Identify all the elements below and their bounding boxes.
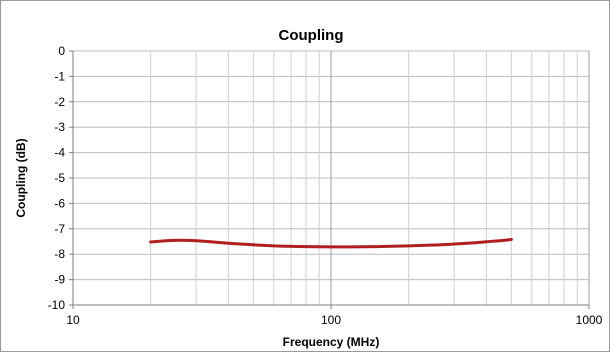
series-line [149, 237, 513, 249]
y-tick-label: 0 [58, 44, 65, 58]
x-axis-title: Frequency (MHz) [283, 335, 380, 349]
y-tick-label: -2 [54, 95, 65, 109]
x-tick-label: 100 [321, 313, 341, 327]
y-tick-label: -9 [54, 273, 65, 287]
y-tick-label: -6 [54, 196, 65, 210]
y-tick-label: -4 [54, 146, 65, 160]
x-tick-label: 1000 [576, 313, 603, 327]
y-tick-label: -8 [54, 247, 65, 261]
axes-layer [69, 50, 590, 309]
y-tick-label: -7 [54, 222, 65, 236]
y-tick-label: -3 [54, 120, 65, 134]
chart-title: Coupling [279, 27, 344, 44]
y-tick-label: -5 [54, 171, 65, 185]
x-tick-label: 10 [66, 313, 80, 327]
series-layer [149, 237, 513, 249]
y-tick-label: -1 [54, 69, 65, 83]
grid-layer [72, 50, 590, 306]
y-axis-title: Coupling (dB) [14, 138, 28, 217]
y-tick-label: -10 [48, 298, 66, 312]
